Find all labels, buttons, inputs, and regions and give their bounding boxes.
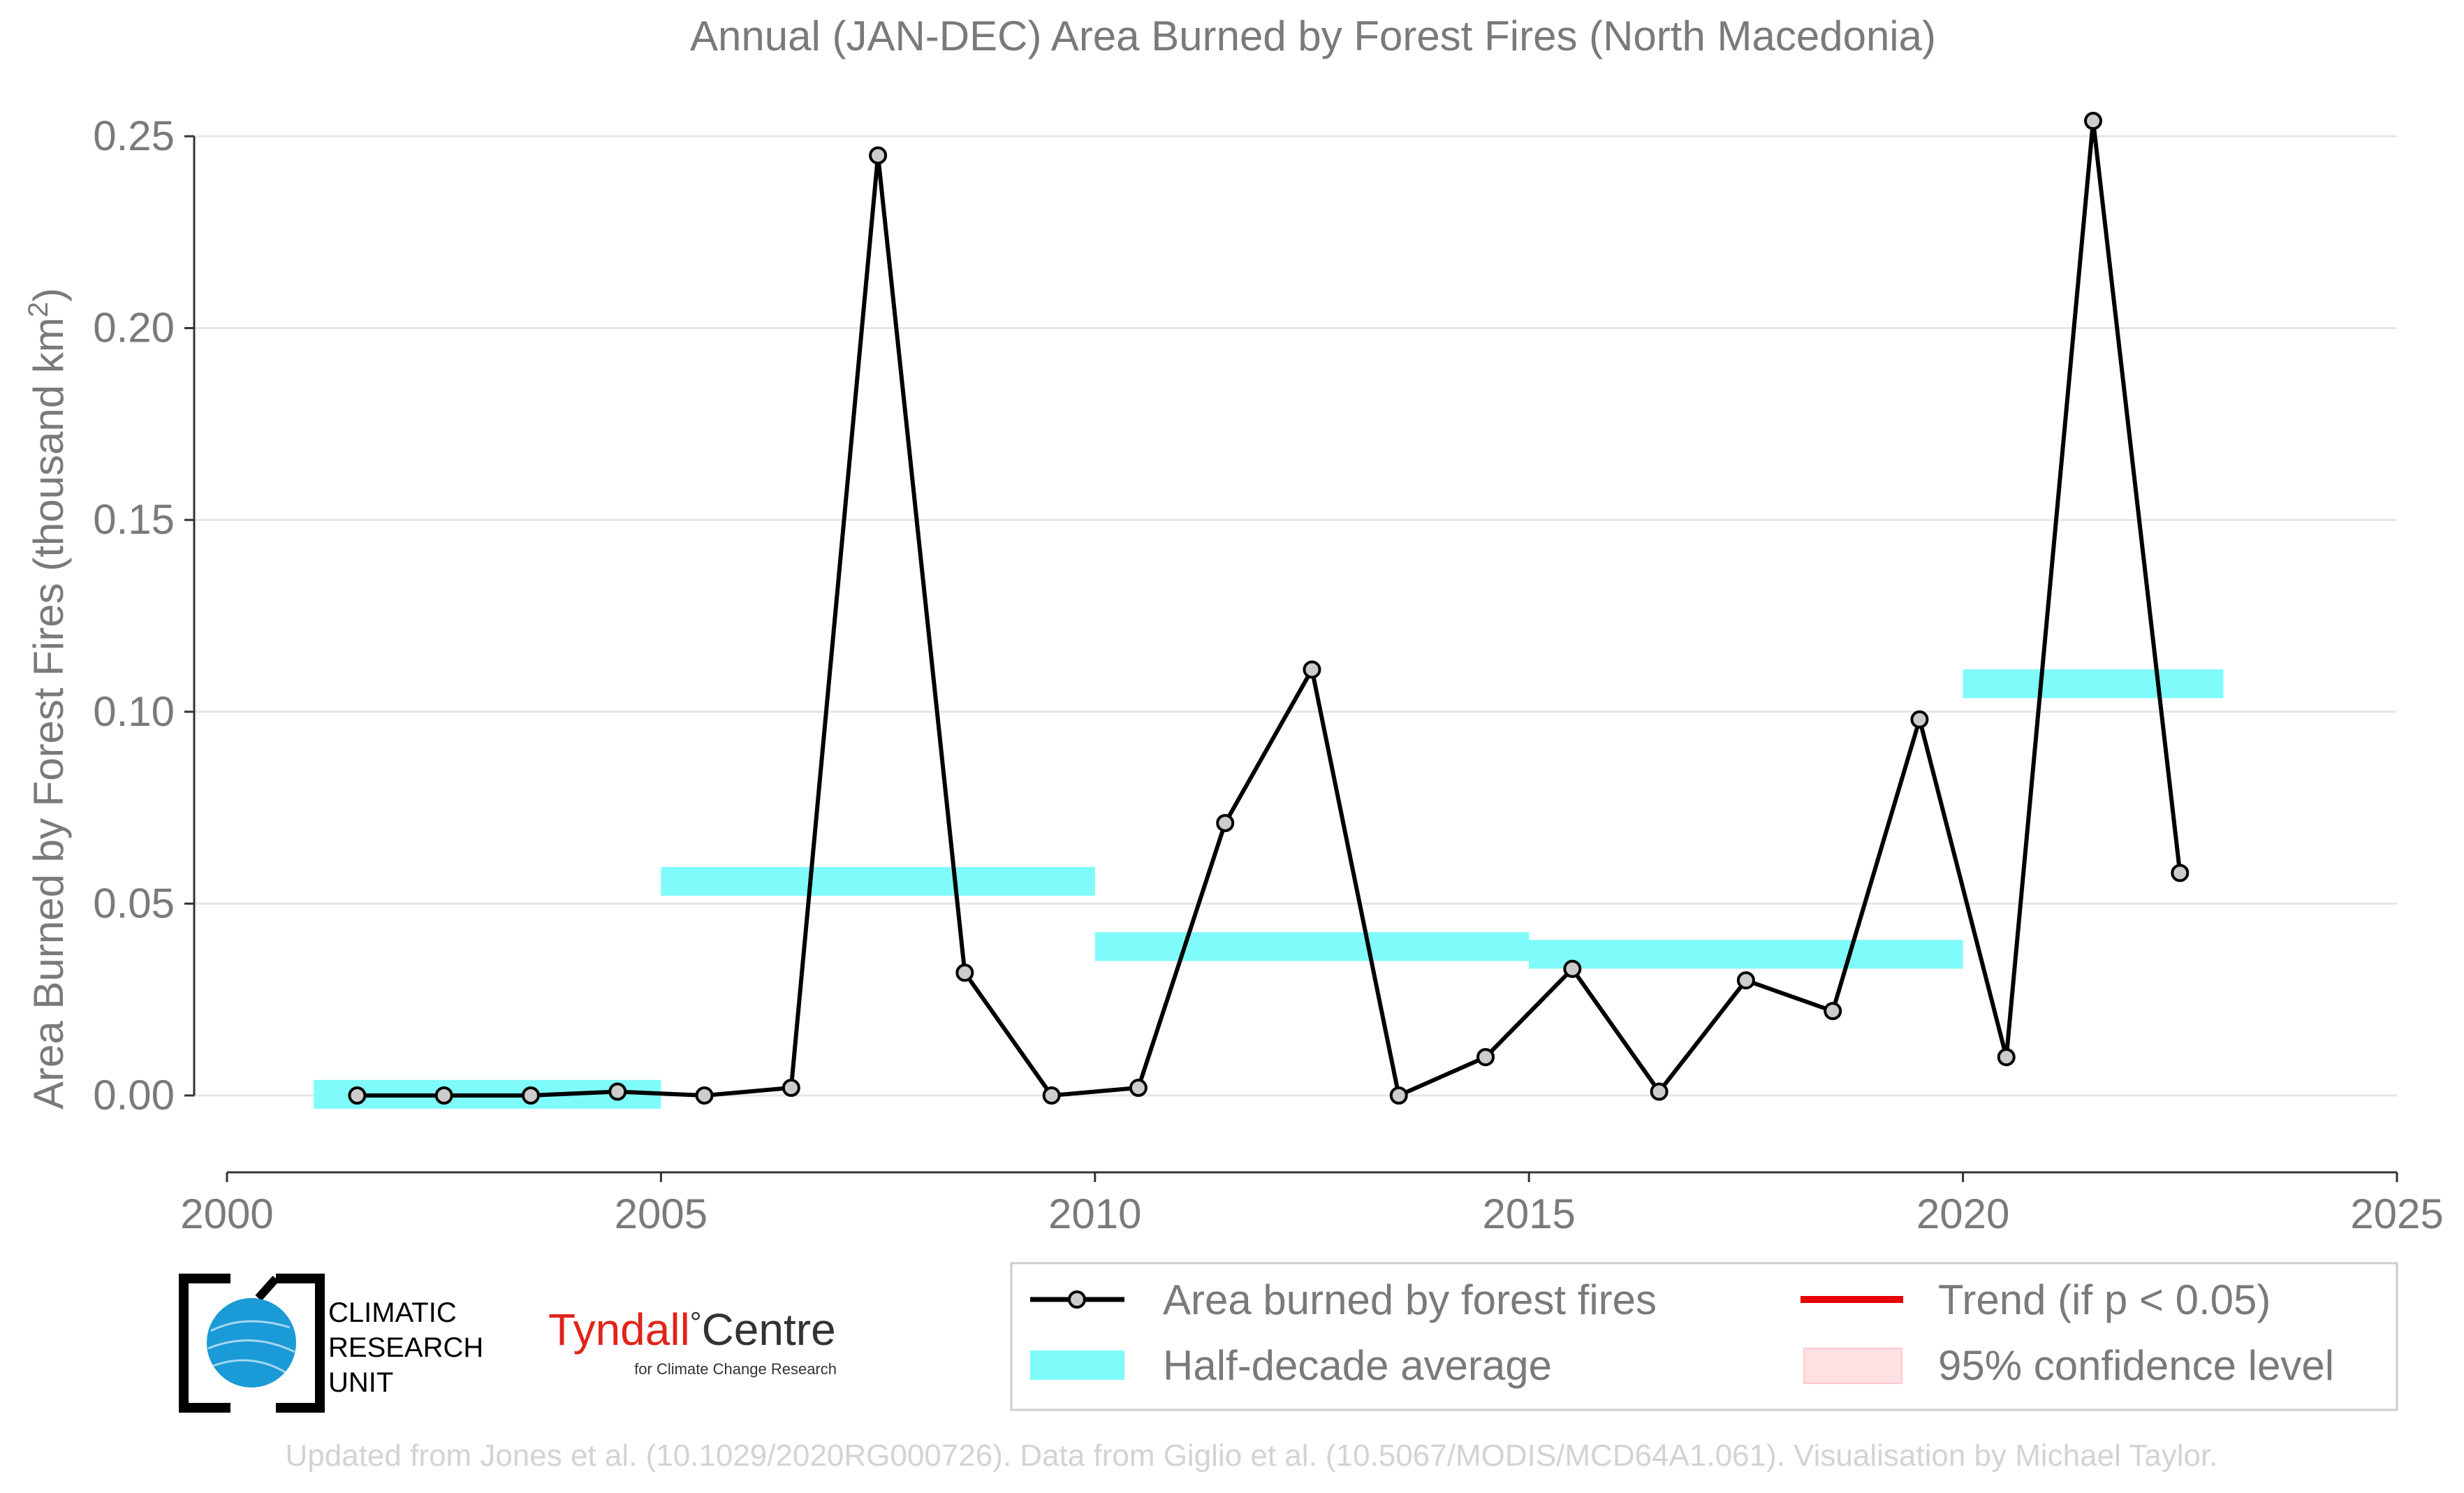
data-point-4: [695, 1086, 714, 1105]
data-point-2: [521, 1086, 540, 1105]
y-axis-label: Area Burned by Forest Fires (thousand km…: [23, 288, 72, 1109]
tyndall-logo-title: Tyndall°Centre: [548, 1304, 836, 1355]
y-tick-label-4: 0.20: [93, 305, 175, 351]
data-point-19: [1997, 1048, 2016, 1067]
x-tick-label-5: 2025: [2350, 1190, 2443, 1237]
cru-logo-line-1: CLIMATIC: [328, 1297, 457, 1328]
legend-swatch-half-decade: [1030, 1350, 1124, 1380]
x-tick-label-3: 2015: [1482, 1190, 1575, 1237]
data-point-15: [1650, 1082, 1669, 1101]
y-axis-label-main: Area Burned by Forest Fires (thousand km: [25, 317, 72, 1109]
cru-logo-line-3: UNIT: [328, 1367, 393, 1398]
legend-marker-area-burned: [1068, 1290, 1086, 1309]
x-tick-label-2: 2010: [1048, 1190, 1141, 1237]
y-tick-label-0: 0.00: [93, 1072, 175, 1119]
cru-logo-bracket-left: [179, 1274, 230, 1413]
half-decade-band-2: [1094, 932, 1530, 961]
cru-logo-line-2: RESEARCH: [328, 1332, 483, 1363]
axes: [193, 136, 2397, 1174]
data-point-1: [434, 1086, 453, 1105]
legend-swatch-confidence: [1803, 1348, 1902, 1384]
legend-label-confidence: 95% confidence level: [1938, 1342, 2334, 1389]
data-point-13: [1476, 1048, 1495, 1067]
legend-label-half-decade: Half-decade average: [1163, 1342, 1552, 1389]
data-point-21: [2171, 864, 2190, 882]
footer-credit: Updated from Jones et al. (10.1029/2020R…: [286, 1439, 2218, 1473]
data-point-3: [608, 1082, 627, 1101]
x-tick-label-0: 2000: [180, 1190, 273, 1237]
cru-logo-bracket-right: [276, 1274, 325, 1413]
y-tick-label-3: 0.15: [93, 496, 175, 543]
data-point-14: [1563, 959, 1582, 978]
y-axis-label-end: ): [25, 288, 72, 302]
data-point-6: [869, 146, 888, 165]
data-point-17: [1824, 1002, 1842, 1021]
data-point-8: [1042, 1086, 1061, 1105]
data-point-16: [1736, 971, 1755, 990]
data-point-9: [1129, 1079, 1147, 1098]
cru-logo-globe-swirl: [207, 1320, 295, 1374]
y-axis-label-superscript: 2: [23, 302, 54, 317]
data-point-10: [1216, 814, 1235, 833]
cru-logo-globe: [207, 1298, 296, 1388]
tyndall-logo-subtitle: for Climate Change Research: [634, 1360, 837, 1378]
tyndall-logo-name: Tyndall: [548, 1304, 690, 1355]
tyndall-logo-centre: Centre: [702, 1304, 836, 1355]
tyndall-logo-degree: °: [690, 1306, 702, 1339]
cru-logo: CLIMATIC RESEARCH UNIT: [179, 1274, 483, 1413]
half-decade-band-4: [1963, 669, 2224, 699]
x-tick-label-1: 2005: [615, 1190, 707, 1237]
data-point-18: [1910, 710, 1929, 729]
series-area-burned: [348, 112, 2190, 1105]
legend-label-trend: Trend (if p < 0.05): [1938, 1276, 2271, 1323]
cru-logo-slash: [255, 1276, 279, 1301]
y-tick-label-5: 0.25: [93, 112, 175, 159]
tick-marks: 0.00 0.05 0.10 0.15 0.20 0.25 2000 2005 2010 2015…: [93, 112, 2444, 1237]
y-tick-label-1: 0.05: [93, 880, 175, 926]
y-tick-label-2: 0.10: [93, 688, 175, 735]
data-point-11: [1303, 660, 1321, 679]
data-point-20: [2084, 112, 2103, 131]
legend-box: [1010, 1262, 2398, 1411]
series-line-0: [357, 119, 2183, 1098]
data-point-7: [955, 963, 974, 982]
legend: Area burned by forest fires Trend (if p …: [1010, 1262, 2398, 1411]
chart-title: Annual (JAN-DEC) Area Burned by Forest F…: [690, 13, 1936, 59]
data-point-0: [348, 1086, 367, 1105]
x-tick-label-4: 2020: [1916, 1190, 2009, 1237]
data-point-12: [1389, 1086, 1408, 1105]
legend-label-area-burned: Area burned by forest fires: [1163, 1276, 1657, 1323]
half-decade-band-3: [1529, 940, 1963, 969]
half-decade-band-1: [661, 866, 1095, 896]
data-point-5: [782, 1079, 800, 1098]
tyndall-logo: Tyndall°Centre for Climate Change Resear…: [548, 1304, 837, 1378]
